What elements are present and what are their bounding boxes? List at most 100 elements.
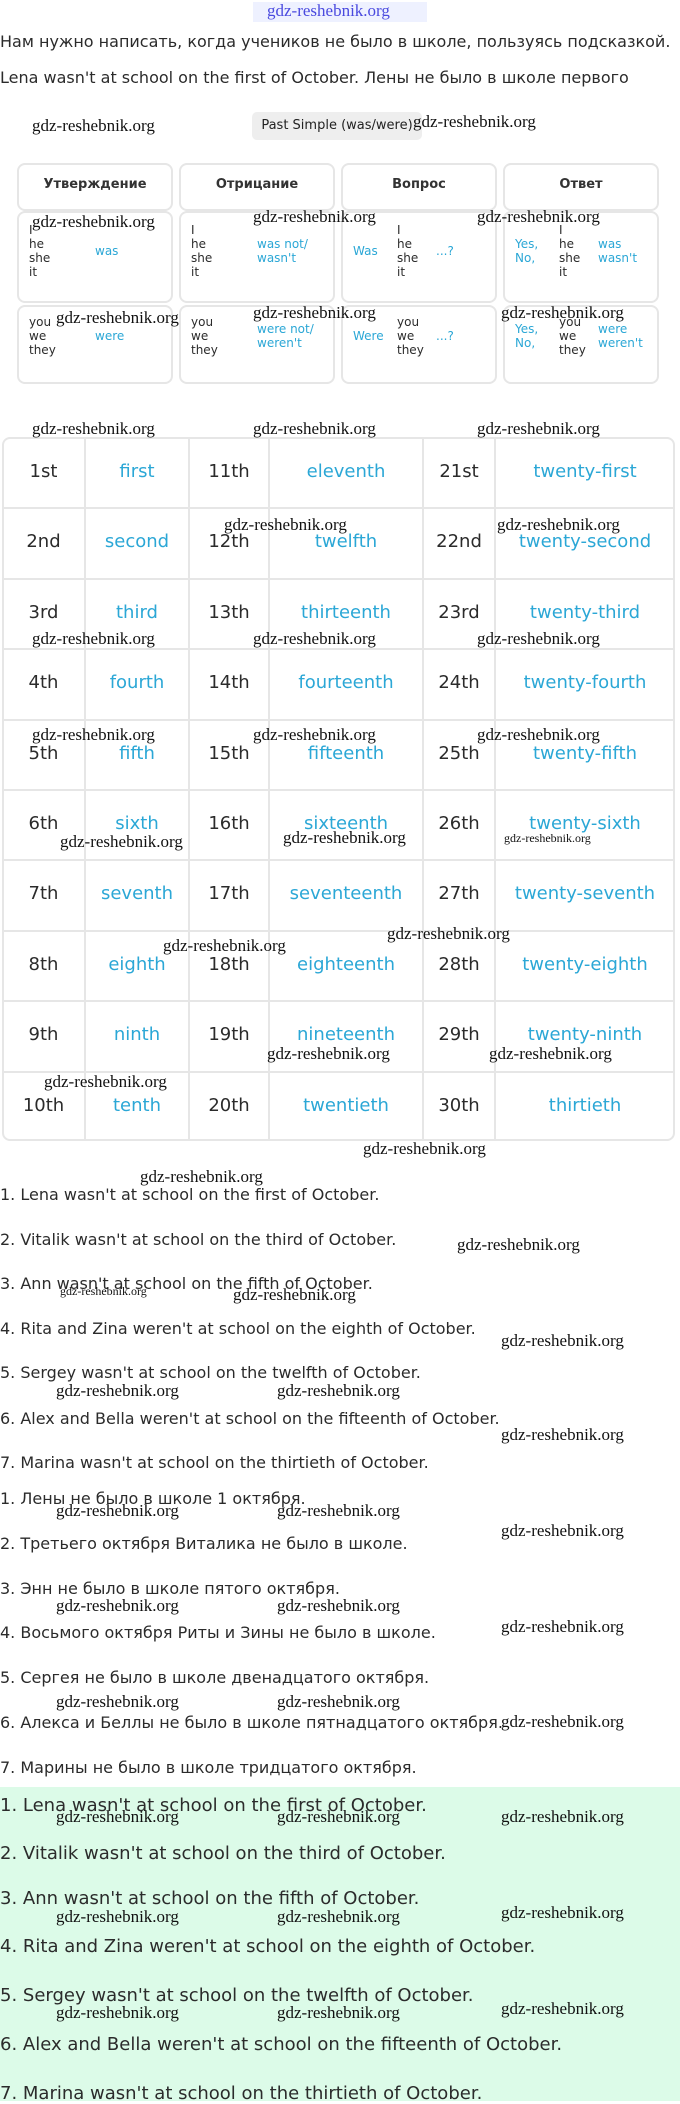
grammar-right: were (598, 322, 628, 336)
row-line (2, 718, 675, 721)
english-sentence: 7. Marina wasn't at school on the thirti… (0, 1453, 429, 1472)
answer-panel (0, 1787, 680, 2101)
watermark: gdz-reshebnik.org (477, 419, 600, 438)
ordinal-word: tenth (112, 1094, 161, 1116)
watermark: gdz-reshebnik.org (56, 1381, 179, 1400)
grammar-right: weren't (257, 336, 302, 350)
grammar-pron: he (191, 237, 206, 251)
english-sentence: 3. Ann wasn't at school on the fifth of … (0, 1274, 373, 1293)
watermark: gdz-reshebnik.org (501, 1331, 624, 1350)
grammar-pron: he (397, 237, 412, 251)
watermark: gdz-reshebnik.org (501, 1712, 624, 1731)
ordinal-word: eighth (108, 953, 166, 975)
watermark: gdz-reshebnik.org (277, 2003, 400, 2022)
row-line (2, 507, 675, 510)
watermark: gdz-reshebnik.org (387, 924, 510, 943)
grammar-header: Утверждение (43, 177, 147, 192)
watermark: gdz-reshebnik.org (363, 1139, 486, 1158)
grammar-cell (17, 211, 173, 303)
grammar-cell (503, 211, 659, 303)
ordinal-word: twenty-seventh (514, 883, 656, 905)
grammar-left: Were (353, 329, 384, 343)
grammar-pron: I (191, 223, 195, 237)
watermark: gdz-reshebnik.org (497, 515, 620, 534)
watermark: gdz-reshebnik.org (501, 303, 624, 322)
watermark: gdz-reshebnik.org (501, 1903, 624, 1922)
ordinal-word: nineteenth (297, 1024, 395, 1046)
ordinal-number: 30th (438, 1094, 480, 1116)
watermark: gdz-reshebnik.org (501, 1807, 624, 1826)
ordinal-word: twenty-third (529, 601, 641, 623)
ordinal-number: 10th (22, 1094, 65, 1116)
ordinal-word: twenty-fifth (533, 742, 637, 764)
grammar-left: Yes, (515, 322, 539, 336)
watermark: gdz-reshebnik.org (32, 725, 155, 744)
russian-sentence: 2. Третьего октября Виталика не было в ш… (0, 1534, 408, 1553)
russian-sentence: 4. Восьмого октября Риты и Зины не было … (0, 1623, 436, 1642)
ordinal-number: 5th (28, 742, 59, 764)
ordinal-word: fourteenth (298, 672, 394, 694)
grammar-pron: we (397, 329, 415, 343)
grammar-pron: it (397, 265, 406, 279)
ordinal-number: 19th (208, 1024, 250, 1046)
row-line (2, 859, 675, 862)
watermark: gdz-reshebnik.org (277, 1907, 400, 1926)
ordinal-number: 18th (208, 953, 250, 975)
grammar-pron: we (559, 329, 577, 343)
ordinal-number: 28th (438, 953, 480, 975)
watermark: gdz-reshebnik.org (163, 936, 286, 955)
grammar-right: were not/ (257, 322, 314, 336)
grammar-pron: you (559, 315, 582, 329)
grammar-right: were (95, 329, 125, 343)
watermark: gdz-reshebnik.org (32, 212, 155, 231)
english-sentence: 6. Alex and Bella weren't at school on t… (0, 1409, 500, 1428)
watermark: gdz-reshebnik.org (44, 1072, 167, 1091)
ordinal-word: twelfth (314, 531, 378, 553)
answer-sentence: 7. Marina wasn't at school on the thirti… (0, 2083, 483, 2104)
grammar-pron: it (29, 265, 38, 279)
watermark: gdz-reshebnik.org (477, 207, 600, 226)
english-sentence: 2. Vitalik wasn't at school on the third… (0, 1230, 397, 1249)
watermark: gdz-reshebnik.org (477, 629, 600, 648)
grammar-pron: you (397, 315, 420, 329)
grammar-right: ...? (436, 329, 454, 343)
watermark: gdz-reshebnik.org (253, 725, 376, 744)
grammar-header-box (341, 163, 497, 211)
ordinal-number: 11th (208, 461, 250, 482)
russian-sentence: 5. Сергея не было в школе двенадцатого о… (0, 1668, 430, 1687)
ordinal-word: eighteenth (297, 953, 395, 975)
ordinal-number: 9th (28, 1024, 59, 1046)
grammar-pron: he (29, 237, 44, 251)
ordinal-number: 25th (438, 742, 480, 764)
row-line (2, 929, 675, 932)
grammar-right: was not/ (257, 237, 308, 251)
ordinal-word: twenty-second (518, 531, 652, 553)
english-sentence: 1. Lena wasn't at school on the first of… (0, 1185, 380, 1204)
watermark: gdz-reshebnik.org (477, 725, 600, 744)
ordinal-number: 14th (208, 672, 250, 694)
grammar-right: was (598, 237, 622, 251)
grammar-header-box (503, 163, 659, 211)
ordinal-number: 27th (438, 883, 480, 905)
ordinal-word: fifth (119, 742, 155, 764)
watermark: gdz-reshebnik.org (233, 1285, 356, 1304)
watermark: gdz-reshebnik.org (32, 419, 155, 438)
ordinal-number: 12th (208, 531, 250, 553)
grammar-pron: they (559, 343, 586, 357)
ordinal-word: sixteenth (303, 813, 389, 834)
grammar-cell (17, 305, 173, 384)
row-line (2, 1070, 675, 1073)
ordinal-number: 20th (208, 1094, 250, 1116)
ordinal-number: 26th (438, 813, 480, 834)
ordinal-number: 6th (28, 813, 59, 834)
watermark: gdz-reshebnik.org (489, 1044, 612, 1063)
grammar-left: Yes, (515, 237, 539, 251)
grammar-right: was (95, 244, 119, 258)
russian-sentence: 6. Алекса и Беллы не было в школе пятнад… (0, 1713, 503, 1732)
watermark: gdz-reshebnik.org (457, 1235, 580, 1254)
example: Lena wasn't at school on the first of Oc… (0, 68, 629, 87)
ordinal-word: third (116, 601, 158, 623)
header-link[interactable]: gdz-reshebnik.org (267, 1, 390, 20)
watermark: gdz-reshebnik.org (501, 1617, 624, 1636)
